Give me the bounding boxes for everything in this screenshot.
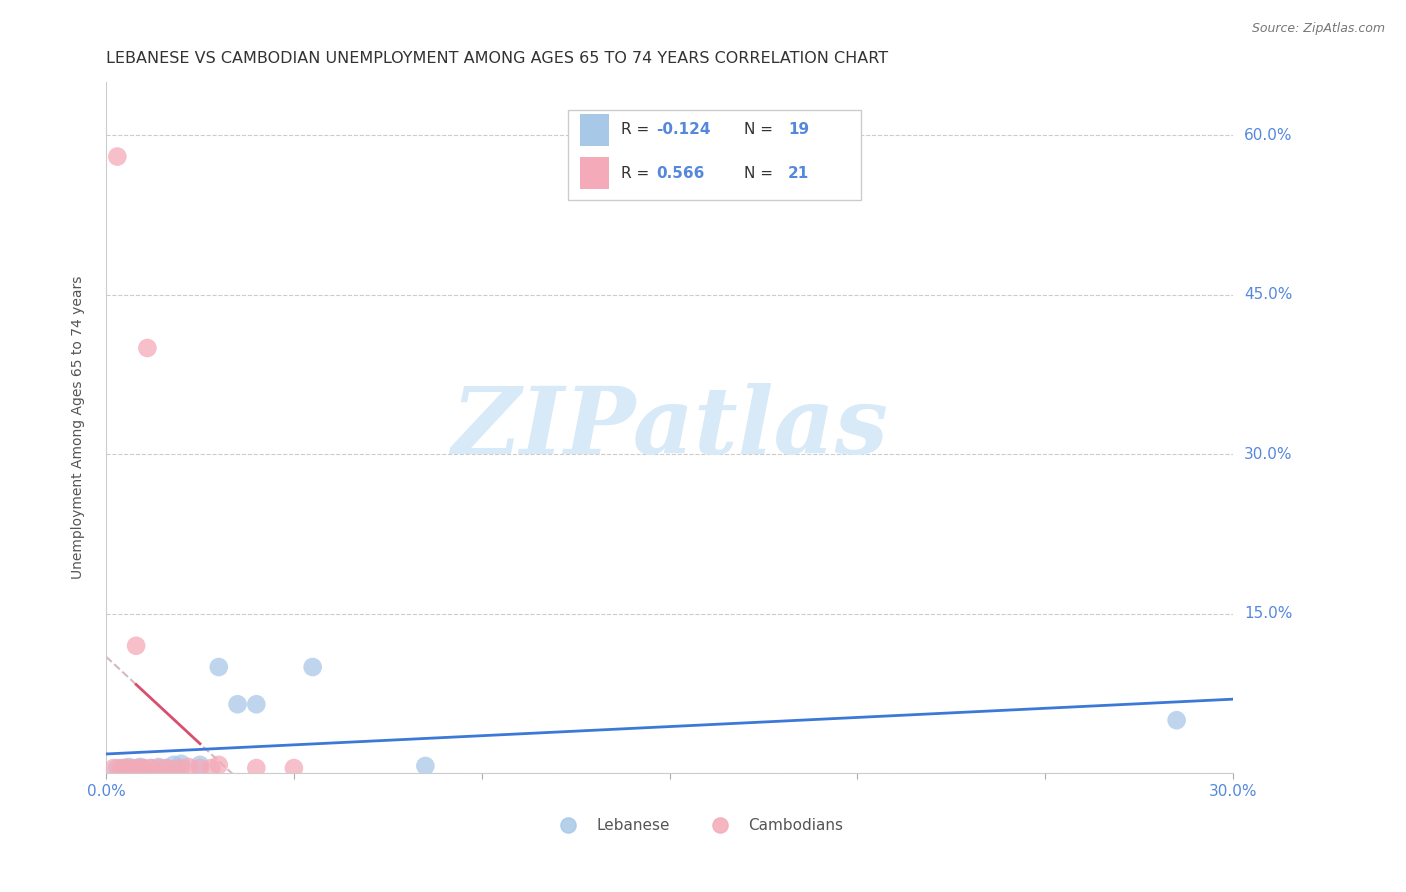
Point — [148, 760, 170, 774]
Point — [114, 761, 136, 775]
Text: 15.0%: 15.0% — [1244, 607, 1292, 622]
Text: LEBANESE VS CAMBODIAN UNEMPLOYMENT AMONG AGES 65 TO 74 YEARS CORRELATION CHART: LEBANESE VS CAMBODIAN UNEMPLOYMENT AMONG… — [105, 51, 889, 66]
Point — [301, 660, 323, 674]
Point — [103, 761, 125, 775]
Point — [128, 761, 150, 775]
Point — [163, 757, 186, 772]
Point — [105, 150, 128, 164]
Point — [200, 761, 222, 775]
Point — [163, 762, 186, 776]
Point — [114, 761, 136, 775]
Text: ZIPatlas: ZIPatlas — [451, 383, 889, 473]
Point — [170, 761, 193, 775]
Point — [125, 639, 148, 653]
Point — [132, 761, 155, 775]
Point — [245, 761, 267, 775]
Point — [245, 698, 267, 712]
Point — [141, 761, 163, 775]
Point — [136, 341, 159, 355]
Point — [121, 761, 143, 775]
Point — [283, 761, 305, 775]
Point — [208, 660, 231, 674]
Point — [226, 698, 249, 712]
Point — [117, 760, 139, 774]
Point — [128, 760, 150, 774]
Point — [188, 757, 211, 772]
Text: Cambodians: Cambodians — [748, 818, 844, 833]
Point — [121, 762, 143, 776]
Text: 45.0%: 45.0% — [1244, 287, 1292, 302]
Point — [117, 762, 139, 776]
Point — [148, 761, 170, 775]
Point — [141, 761, 163, 775]
Text: 30.0%: 30.0% — [1244, 447, 1292, 462]
Y-axis label: Unemployment Among Ages 65 to 74 years: Unemployment Among Ages 65 to 74 years — [72, 276, 86, 580]
Text: Source: ZipAtlas.com: Source: ZipAtlas.com — [1251, 22, 1385, 36]
Point — [188, 761, 211, 775]
Point — [415, 759, 437, 773]
Point — [170, 756, 193, 771]
Point — [177, 760, 200, 774]
Point — [155, 761, 177, 775]
Point — [1166, 713, 1188, 727]
Point — [105, 761, 128, 775]
Point — [110, 761, 132, 775]
Text: Lebanese: Lebanese — [596, 818, 669, 833]
Text: 60.0%: 60.0% — [1244, 128, 1292, 143]
Point — [132, 761, 155, 775]
Point — [125, 761, 148, 775]
Point — [208, 757, 231, 772]
Point — [155, 761, 177, 775]
